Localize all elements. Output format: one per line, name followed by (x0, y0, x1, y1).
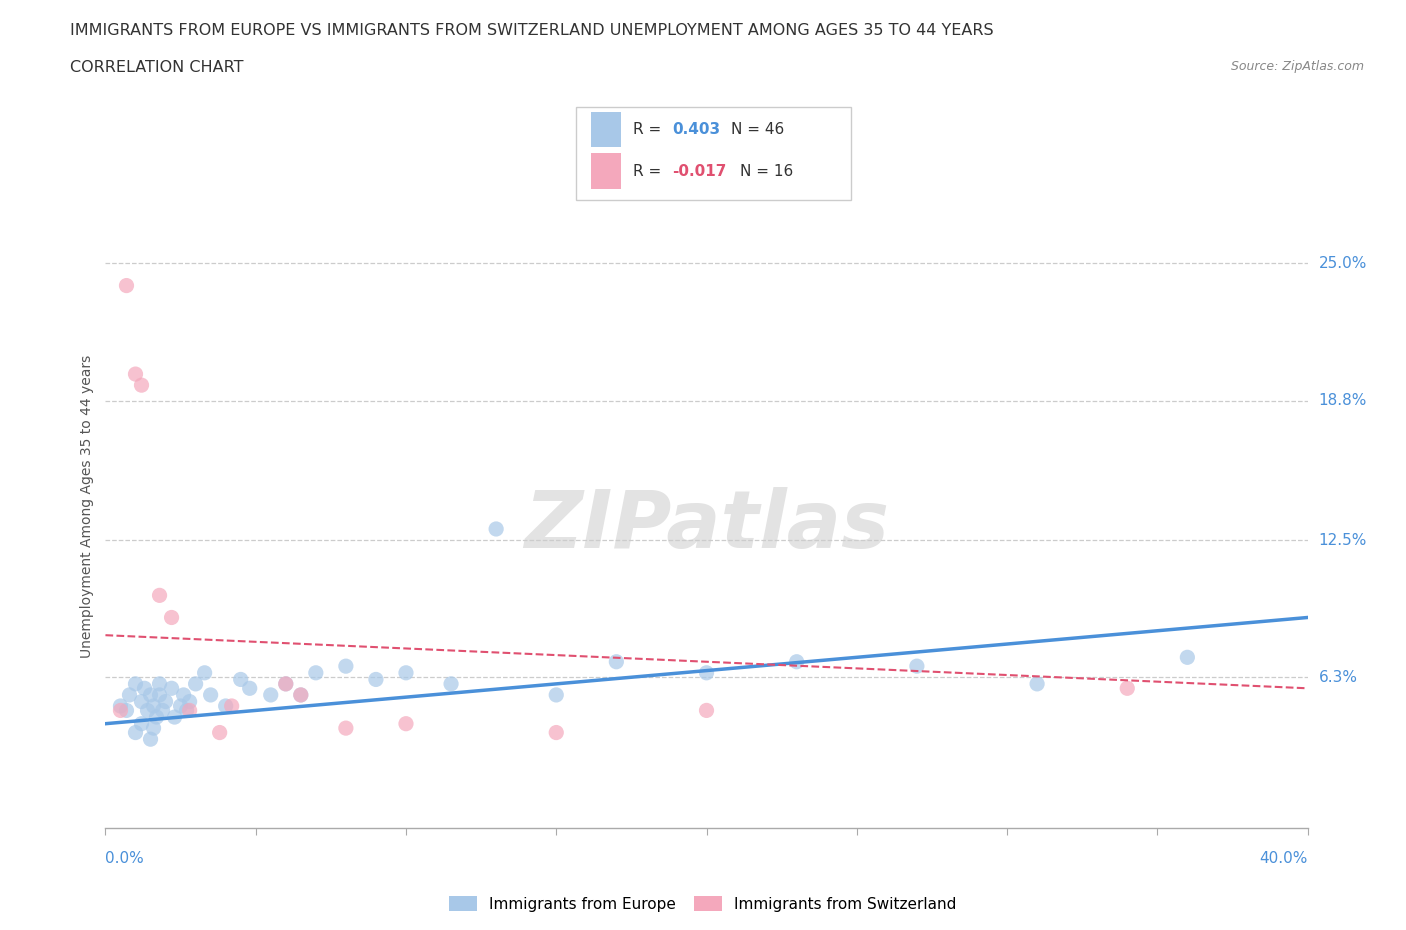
Point (148, 588, 170, 603)
Point (152, 703, 174, 718)
Point (160, 681, 183, 696)
Point (335, 658, 357, 673)
Text: CORRELATION CHART: CORRELATION CHART (70, 60, 243, 75)
Y-axis label: Unemployment Among Ages 35 to 44 years: Unemployment Among Ages 35 to 44 years (80, 355, 94, 658)
Point (194, 665, 217, 680)
Point (200, 687, 222, 702)
Point (184, 676, 207, 691)
Point (139, 732, 162, 747)
Text: 18.8%: 18.8% (1319, 393, 1367, 408)
Point (485, 522, 508, 537)
Point (274, 676, 297, 691)
Point (546, 687, 568, 702)
Point (179, 703, 201, 718)
Point (173, 687, 195, 702)
Text: Source: ZipAtlas.com: Source: ZipAtlas.com (1230, 60, 1364, 73)
Point (148, 676, 170, 691)
Point (260, 687, 283, 702)
Point (395, 665, 418, 680)
Point (160, 610, 183, 625)
Point (605, 655, 627, 670)
Text: 0.0%: 0.0% (105, 851, 145, 866)
Point (139, 687, 162, 702)
Point (124, 725, 146, 740)
Point (1026, 676, 1049, 691)
Point (136, 703, 159, 718)
Point (142, 698, 165, 713)
Point (274, 676, 297, 691)
Point (142, 721, 165, 736)
Text: IMMIGRANTS FROM EUROPE VS IMMIGRANTS FROM SWITZERLAND UNEMPLOYMENT AMONG AGES 35: IMMIGRANTS FROM EUROPE VS IMMIGRANTS FRO… (70, 23, 994, 38)
Point (696, 665, 718, 680)
Point (786, 655, 808, 670)
Point (169, 698, 191, 713)
Text: 12.5%: 12.5% (1319, 533, 1367, 548)
Point (110, 703, 132, 718)
Legend: Immigrants from Europe, Immigrants from Switzerland: Immigrants from Europe, Immigrants from … (443, 889, 963, 918)
Point (290, 687, 312, 702)
Point (115, 278, 138, 293)
Point (364, 672, 387, 687)
Text: 25.0%: 25.0% (1319, 256, 1367, 271)
Point (179, 694, 201, 709)
Point (131, 716, 153, 731)
Point (131, 694, 153, 709)
Point (124, 676, 146, 691)
Point (229, 672, 252, 687)
Point (176, 703, 198, 718)
Point (110, 698, 132, 713)
Text: R =: R = (633, 164, 666, 179)
Point (134, 681, 156, 696)
Point (155, 694, 177, 709)
Point (905, 658, 928, 673)
Text: -0.017: -0.017 (672, 164, 727, 179)
Point (115, 703, 138, 718)
Point (239, 681, 262, 696)
Point (395, 716, 418, 731)
Text: N = 16: N = 16 (740, 164, 793, 179)
Text: 40.0%: 40.0% (1260, 851, 1308, 866)
Text: 6.3%: 6.3% (1319, 670, 1358, 684)
Point (1175, 650, 1198, 665)
Point (696, 703, 718, 718)
Point (546, 725, 568, 740)
Point (124, 366, 146, 381)
Point (118, 687, 141, 702)
Text: N = 46: N = 46 (731, 122, 785, 137)
Point (305, 665, 328, 680)
Point (148, 687, 170, 702)
Point (163, 710, 186, 724)
Text: R =: R = (633, 122, 666, 137)
Point (214, 698, 236, 713)
Point (335, 721, 357, 736)
Point (221, 698, 243, 713)
Point (145, 710, 167, 724)
Point (440, 676, 463, 691)
Text: 0.403: 0.403 (672, 122, 720, 137)
Point (290, 687, 312, 702)
Point (208, 725, 231, 740)
Point (1116, 681, 1139, 696)
Point (131, 378, 153, 392)
Text: ZIPatlas: ZIPatlas (524, 487, 889, 565)
